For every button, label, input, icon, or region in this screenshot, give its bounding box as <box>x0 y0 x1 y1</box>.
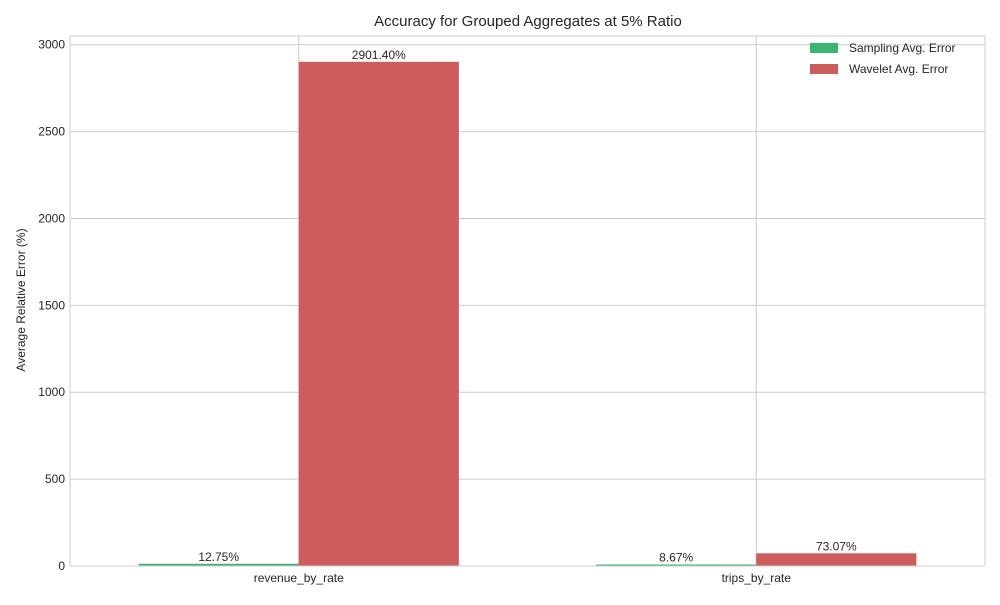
y-tick-label: 1500 <box>38 298 65 312</box>
legend-label: Sampling Avg. Error <box>849 41 956 55</box>
plot-frame <box>69 35 986 567</box>
bar <box>138 563 299 566</box>
legend-label: Wavelet Avg. Error <box>849 62 948 76</box>
y-tick-label: 3000 <box>38 38 65 52</box>
legend-swatch <box>810 43 838 53</box>
x-tick-label: revenue_by_rate <box>254 571 344 585</box>
y-tick-label: 1000 <box>38 385 65 399</box>
data-label: 8.67% <box>659 550 693 564</box>
data-label: 12.75% <box>198 550 239 564</box>
y-tick-label: 2000 <box>38 211 65 225</box>
y-tick-label: 500 <box>45 472 65 486</box>
bar <box>596 564 757 566</box>
legend-swatch <box>810 64 838 74</box>
chart-title: Accuracy for Grouped Aggregates at 5% Ra… <box>374 13 682 30</box>
x-tick-label: trips_by_rate <box>722 571 792 585</box>
y-tick-label: 2500 <box>38 125 65 139</box>
data-label: 73.07% <box>816 539 857 553</box>
legend: Sampling Avg. Error Wavelet Avg. Error <box>810 41 956 76</box>
data-label: 2901.40% <box>352 48 406 62</box>
bar <box>298 61 459 566</box>
bar <box>756 553 917 566</box>
plot-area: 0 500 1000 1500 2000 2500 3000 revenue_by_rate t… <box>38 35 986 585</box>
y-tick-label: 0 <box>58 559 65 573</box>
y-axis-label: Average Relative Error (%) <box>14 228 28 371</box>
